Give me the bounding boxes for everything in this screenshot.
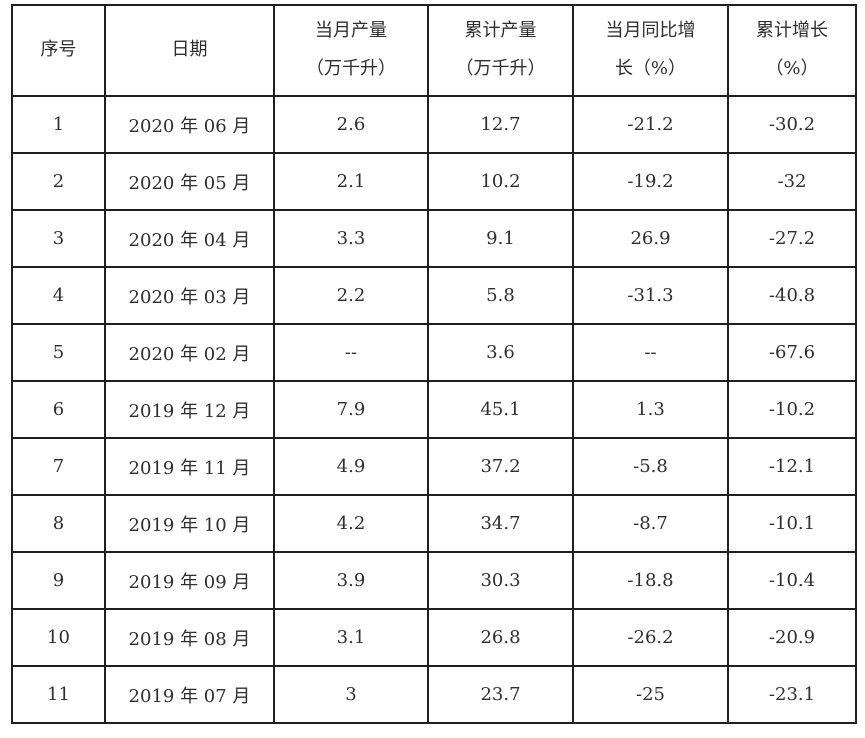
header-label: （万千升） xyxy=(455,58,546,79)
cell-monthly-output: 7.9 xyxy=(273,380,429,439)
cell-cumulative-growth: -23.1 xyxy=(727,665,857,724)
cell-monthly-yoy-growth: -31.3 xyxy=(572,266,729,325)
header-label: 序号 xyxy=(40,39,77,61)
cell-monthly-output: 4.9 xyxy=(273,437,429,496)
table-row: 11 2019 年 07 月 3 23.7 -25 -23.1 xyxy=(11,665,857,724)
cell-cumulative-output: 5.8 xyxy=(427,266,574,325)
cell-serial: 3 xyxy=(11,209,106,268)
cell-cumulative-growth: -67.6 xyxy=(727,323,857,382)
table-header-row: 序号 日期 当月产量 （万千升） 累计产量 （万千升） 当月同比增 长（%） 累… xyxy=(11,4,857,97)
cell-serial: 9 xyxy=(11,551,106,610)
cell-monthly-output: 3.1 xyxy=(273,608,429,667)
cell-date: 2020 年 06 月 xyxy=(104,95,275,154)
table-row: 1 2020 年 06 月 2.6 12.7 -21.2 -30.2 xyxy=(11,95,857,154)
cell-cumulative-growth: -10.1 xyxy=(727,494,857,553)
header-label: （%） xyxy=(765,58,819,79)
table-row: 9 2019 年 09 月 3.9 30.3 -18.8 -10.4 xyxy=(11,551,857,610)
cell-monthly-yoy-growth: -5.8 xyxy=(572,437,729,496)
cell-cumulative-growth: -10.2 xyxy=(727,380,857,439)
cell-monthly-yoy-growth: -18.8 xyxy=(572,551,729,610)
cell-serial: 7 xyxy=(11,437,106,496)
table-row: 4 2020 年 03 月 2.2 5.8 -31.3 -40.8 xyxy=(11,266,857,325)
header-cell-monthly-output: 当月产量 （万千升） xyxy=(273,4,429,97)
header-cell-cumulative-output: 累计产量 （万千升） xyxy=(427,4,574,97)
cell-cumulative-output: 30.3 xyxy=(427,551,574,610)
cell-cumulative-growth: -27.2 xyxy=(727,209,857,268)
cell-cumulative-growth: -40.8 xyxy=(727,266,857,325)
cell-monthly-output: 2.1 xyxy=(273,152,429,211)
cell-cumulative-growth: -32 xyxy=(727,152,857,211)
table-row: 6 2019 年 12 月 7.9 45.1 1.3 -10.2 xyxy=(11,380,857,439)
cell-monthly-output: 2.6 xyxy=(273,95,429,154)
header-cell-monthly-yoy-growth: 当月同比增 长（%） xyxy=(572,4,729,97)
cell-serial: 2 xyxy=(11,152,106,211)
cell-date: 2020 年 03 月 xyxy=(104,266,275,325)
table-body: 1 2020 年 06 月 2.6 12.7 -21.2 -30.2 2 202… xyxy=(11,95,857,724)
cell-serial: 1 xyxy=(11,95,106,154)
header-label: 日期 xyxy=(171,39,208,61)
cell-date: 2019 年 09 月 xyxy=(104,551,275,610)
cell-monthly-yoy-growth: -21.2 xyxy=(572,95,729,154)
cell-monthly-output: 3.3 xyxy=(273,209,429,268)
cell-cumulative-output: 37.2 xyxy=(427,437,574,496)
cell-date: 2019 年 07 月 xyxy=(104,665,275,724)
cell-cumulative-output: 45.1 xyxy=(427,380,574,439)
cell-cumulative-growth: -10.4 xyxy=(727,551,857,610)
cell-cumulative-growth: -30.2 xyxy=(727,95,857,154)
cell-serial: 6 xyxy=(11,380,106,439)
table-row: 2 2020 年 05 月 2.1 10.2 -19.2 -32 xyxy=(11,152,857,211)
cell-monthly-output: 2.2 xyxy=(273,266,429,325)
header-label: 长（%） xyxy=(614,58,687,79)
cell-cumulative-output: 3.6 xyxy=(427,323,574,382)
table-row: 5 2020 年 02 月 -- 3.6 -- -67.6 xyxy=(11,323,857,382)
cell-monthly-yoy-growth: -8.7 xyxy=(572,494,729,553)
table-row: 7 2019 年 11 月 4.9 37.2 -5.8 -12.1 xyxy=(11,437,857,496)
cell-cumulative-output: 23.7 xyxy=(427,665,574,724)
cell-cumulative-output: 12.7 xyxy=(427,95,574,154)
cell-cumulative-growth: -20.9 xyxy=(727,608,857,667)
cell-monthly-yoy-growth: 1.3 xyxy=(572,380,729,439)
cell-date: 2019 年 12 月 xyxy=(104,380,275,439)
cell-monthly-yoy-growth: 26.9 xyxy=(572,209,729,268)
cell-monthly-output: -- xyxy=(273,323,429,382)
cell-monthly-output: 4.2 xyxy=(273,494,429,553)
cell-cumulative-output: 26.8 xyxy=(427,608,574,667)
cell-date: 2019 年 11 月 xyxy=(104,437,275,496)
cell-serial: 5 xyxy=(11,323,106,382)
header-label: 累计产量 xyxy=(464,20,537,42)
cell-date: 2020 年 02 月 xyxy=(104,323,275,382)
table-header: 序号 日期 当月产量 （万千升） 累计产量 （万千升） 当月同比增 长（%） 累… xyxy=(11,4,857,97)
header-label: （万千升） xyxy=(306,58,396,79)
cell-serial: 11 xyxy=(11,665,106,724)
cell-cumulative-growth: -12.1 xyxy=(727,437,857,496)
cell-monthly-yoy-growth: -19.2 xyxy=(572,152,729,211)
header-label: 当月产量 xyxy=(315,20,387,42)
cell-cumulative-output: 34.7 xyxy=(427,494,574,553)
cell-date: 2019 年 08 月 xyxy=(104,608,275,667)
cell-date: 2020 年 04 月 xyxy=(104,209,275,268)
header-cell-serial: 序号 xyxy=(11,4,106,97)
cell-cumulative-output: 9.1 xyxy=(427,209,574,268)
cell-serial: 10 xyxy=(11,608,106,667)
cell-monthly-yoy-growth: -26.2 xyxy=(572,608,729,667)
cell-serial: 8 xyxy=(11,494,106,553)
header-cell-cumulative-growth: 累计增长 （%） xyxy=(727,4,857,97)
table-row: 3 2020 年 04 月 3.3 9.1 26.9 -27.2 xyxy=(11,209,857,268)
table-row: 8 2019 年 10 月 4.2 34.7 -8.7 -10.1 xyxy=(11,494,857,553)
cell-monthly-yoy-growth: -- xyxy=(572,323,729,382)
header-label: 累计增长 xyxy=(756,20,828,42)
cell-monthly-output: 3 xyxy=(273,665,429,724)
cell-date: 2019 年 10 月 xyxy=(104,494,275,553)
cell-serial: 4 xyxy=(11,266,106,325)
header-label: 当月同比增 xyxy=(605,20,696,42)
cell-monthly-output: 3.9 xyxy=(273,551,429,610)
monthly-production-table: 序号 日期 当月产量 （万千升） 累计产量 （万千升） 当月同比增 长（%） 累… xyxy=(11,4,857,724)
table-row: 10 2019 年 08 月 3.1 26.8 -26.2 -20.9 xyxy=(11,608,857,667)
cell-cumulative-output: 10.2 xyxy=(427,152,574,211)
header-cell-date: 日期 xyxy=(104,4,275,97)
cell-date: 2020 年 05 月 xyxy=(104,152,275,211)
cell-monthly-yoy-growth: -25 xyxy=(572,665,729,724)
